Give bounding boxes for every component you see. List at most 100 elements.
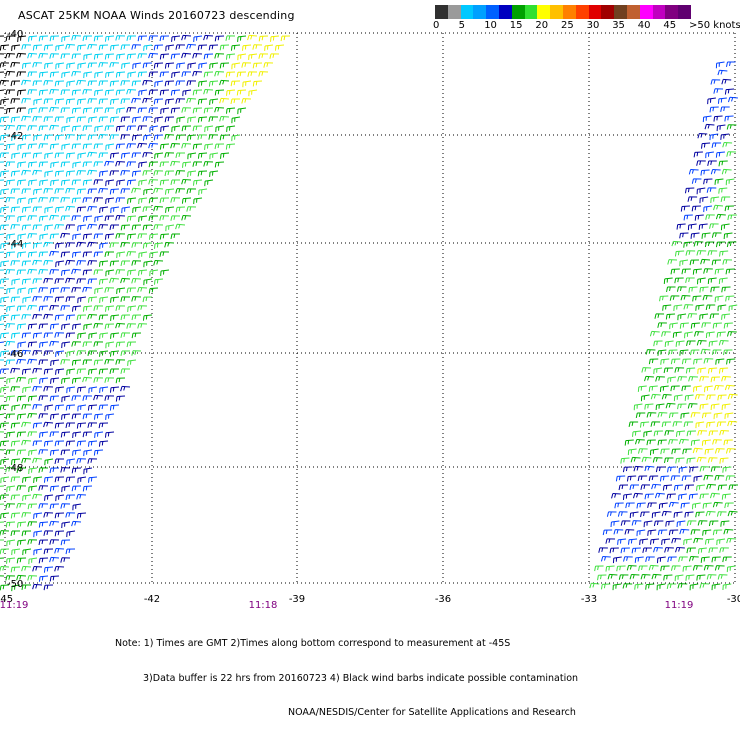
wind-barb [62,144,70,150]
wind-barb [50,107,59,112]
wind-barb [629,539,638,545]
wind-barb [6,108,15,114]
wind-barb [714,116,723,122]
wind-barb [45,171,53,177]
wind-barb [55,171,64,177]
wind-barb [106,144,114,150]
wind-barb [685,485,694,490]
wind-barb [73,234,81,240]
wind-barb [83,144,92,149]
wind-barb [704,475,713,480]
wind-barb [116,323,125,328]
swath-time-label: 11:19 [665,600,694,611]
wind-barb [110,189,119,194]
wind-barb [708,98,716,104]
lat-lon-grid [5,33,735,583]
wind-barb [658,413,667,418]
wind-barb [77,315,86,320]
wind-barb [99,45,108,50]
wind-barb [44,369,53,374]
wind-barb [39,72,48,78]
wind-barb [662,539,670,545]
wind-barb [249,90,257,96]
wind-barb [264,63,273,68]
wind-barb [83,486,92,491]
wind-barb [22,261,31,266]
wind-barb [132,315,141,320]
wind-barb [652,574,661,579]
wind-barb [701,557,709,563]
wind-barb [160,144,169,150]
wind-barb [7,306,15,312]
wind-barb [729,305,737,311]
wind-barb [83,252,92,257]
wind-barb [56,63,64,69]
wind-barb [121,99,130,104]
wind-barb [711,404,719,410]
wind-barb [693,269,702,275]
wind-barb [690,584,698,590]
wind-barb [662,394,671,399]
wind-barb [99,81,108,86]
x-tick-label: -36 [435,594,451,605]
wind-barb [154,63,163,68]
wind-barb [143,153,152,158]
wind-barb [127,234,136,240]
wind-barb [689,287,698,293]
wind-barb [1,189,9,195]
wind-barb [110,405,119,411]
wind-barb [55,117,64,122]
wind-barb [33,494,42,499]
wind-barb [33,458,42,463]
wind-barb [77,261,86,266]
wind-barb [718,98,726,104]
wind-barb [18,198,26,204]
wind-barb [6,198,15,203]
wind-barb [695,332,704,337]
wind-barb [674,485,683,491]
wind-barb [11,441,20,447]
wind-barb [110,171,119,176]
wind-barb [690,260,699,265]
wind-barb [646,584,655,590]
wind-barb [220,63,229,68]
wind-barb [121,333,130,338]
wind-barb [66,225,75,230]
wind-barb [617,566,626,571]
wind-barb [133,63,141,69]
wind-barb [62,522,70,528]
wind-barb [716,62,724,68]
wind-barb [72,521,81,526]
wind-barb [632,548,641,553]
wind-barb [39,504,48,509]
wind-barb [39,288,48,293]
wind-barb [121,261,130,266]
wind-barb [132,45,141,50]
wind-barb [680,323,689,329]
wind-barb [105,360,114,365]
wind-barb [39,198,48,203]
wind-barb [33,297,42,302]
wind-barb [679,439,688,444]
wind-barb [621,458,630,464]
wind-barb [138,36,147,41]
wind-barb [77,459,86,464]
wind-barb [661,566,670,571]
wind-barb [710,134,718,140]
wind-barb [687,458,696,464]
wind-barb [707,484,716,489]
wind-barb [199,81,207,87]
wind-barb [62,378,70,384]
wind-barb [66,495,75,500]
wind-barb [688,314,697,319]
wind-barb [83,36,92,41]
wind-barb [22,45,31,50]
wind-barb [714,413,722,419]
wind-barb [651,422,660,427]
wind-barb [121,315,130,320]
wind-barb [22,440,31,445]
wind-barb [88,81,97,86]
y-tick-label: -40 [7,29,23,40]
wind-barb [204,35,213,40]
wind-barb [172,72,180,78]
